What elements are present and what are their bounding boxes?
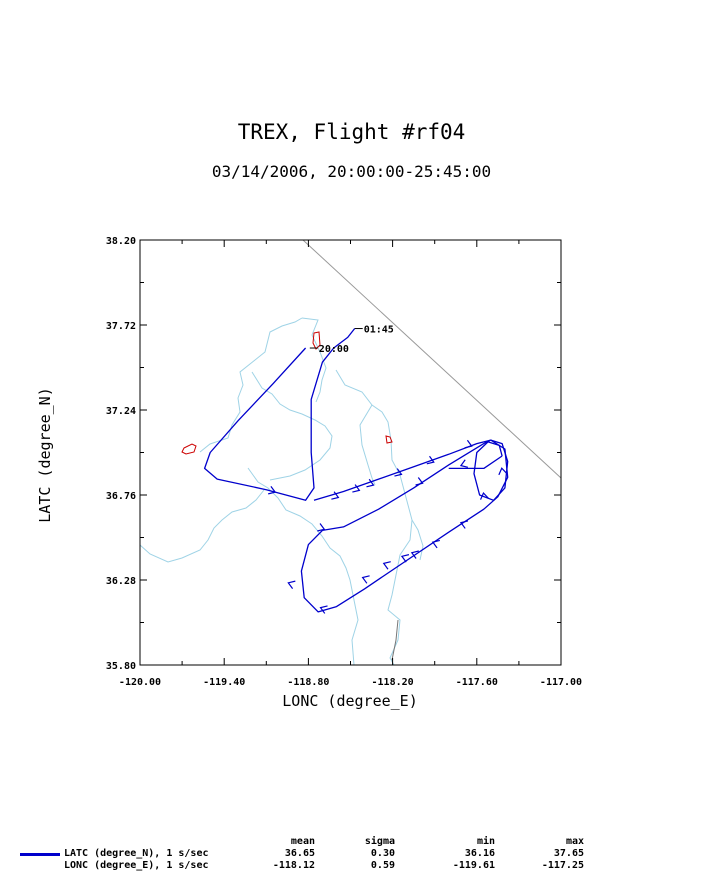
direction-arrow [400,554,410,563]
geography-layer [139,239,562,666]
state-border [302,239,562,479]
y-axis-label: LATC (degree_N) [36,387,54,522]
track-segment [300,439,509,613]
plot-frame [139,239,562,666]
y-tick-label: 35.80 [106,661,136,672]
y-tick-label: 37.72 [106,321,136,332]
direction-arrow [415,477,424,486]
stat-min: 36.16 [464,848,495,859]
direction-arrow [366,478,375,488]
stat-mean: -118.12 [272,860,315,871]
series-name: LATC (degree_N), 1 s/sec [64,848,209,859]
stats-header-row: mean sigma min max [20,836,620,848]
axis-ticks [139,239,562,666]
direction-arrow [361,575,370,584]
statistics-table: mean sigma min max LATC (degree_N), 1 s/… [20,836,620,872]
direction-arrow [352,484,361,493]
track-segment [473,439,509,501]
stat-max: 37.65 [553,848,584,859]
stats-header-sigma: sigma [364,836,395,847]
x-tick-label: -117.00 [540,677,582,688]
stats-header-max: max [565,836,584,847]
tick-labels: -120.00 -119.40 -118.80 -118.20 -117.60 -117.… [106,236,582,688]
direction-arrow [464,439,473,449]
river [411,519,424,561]
x-tick-label: -120.00 [119,677,161,688]
direction-arrow [287,580,296,589]
track-segment [448,455,503,470]
direction-arrow [431,539,440,549]
legend-line [20,853,60,856]
y-tick-label: 38.20 [106,236,136,247]
river [359,404,376,486]
river [199,317,303,453]
stat-sigma: 0.59 [370,860,395,871]
lake [312,331,321,350]
stat-min: -119.61 [452,860,495,871]
direction-arrow [331,491,340,500]
stats-header-mean: mean [290,836,315,847]
x-tick-label: -118.20 [372,677,414,688]
stats-header-min: min [476,836,495,847]
time-annotation: 20:00 [319,344,349,355]
direction-arrow [459,520,469,529]
y-tick-label: 37.24 [106,406,136,417]
stats-row-latc: LATC (degree_N), 1 s/sec 36.65 0.30 36.1… [20,848,620,860]
river [335,369,413,666]
direction-arrow [410,550,419,559]
chart-subtitle: 03/14/2006, 20:00:00-25:45:00 [211,162,492,181]
x-tick-label: -117.60 [456,677,498,688]
y-tick-label: 36.76 [106,491,136,502]
time-annotations: 20:00 01:45 [309,325,394,355]
stat-sigma: 0.30 [370,848,395,859]
state-border [391,619,399,661]
direction-arrow [268,486,277,495]
stat-max: -117.25 [541,860,584,871]
x-tick-label: -118.80 [287,677,329,688]
lake [385,435,393,444]
direction-arrow [426,455,435,465]
x-tick-label: -119.40 [203,677,245,688]
direction-arrow [394,468,403,477]
stat-mean: 36.65 [284,848,315,859]
y-tick-label: 36.28 [106,576,136,587]
flight-track [203,328,509,613]
lake [181,443,197,455]
direction-arrow [459,459,469,468]
x-axis-label: LONC (degree_E) [282,692,417,710]
river [251,371,333,481]
direction-arrow [317,523,326,532]
river [139,489,265,563]
direction-arrow [382,561,391,570]
river [301,317,327,403]
track-segment [203,328,356,501]
direction-arrow [319,605,328,614]
stats-row-lonc: LONC (degree_E), 1 s/sec -118.12 0.59 -1… [20,860,620,872]
chart-title: TREX, Flight #rf04 [237,120,466,144]
series-name: LONC (degree_E), 1 s/sec [64,860,209,871]
direction-arrow [498,467,508,476]
direction-arrow [480,491,489,500]
direction-arrows [268,439,508,614]
time-annotation: 01:45 [364,325,394,336]
